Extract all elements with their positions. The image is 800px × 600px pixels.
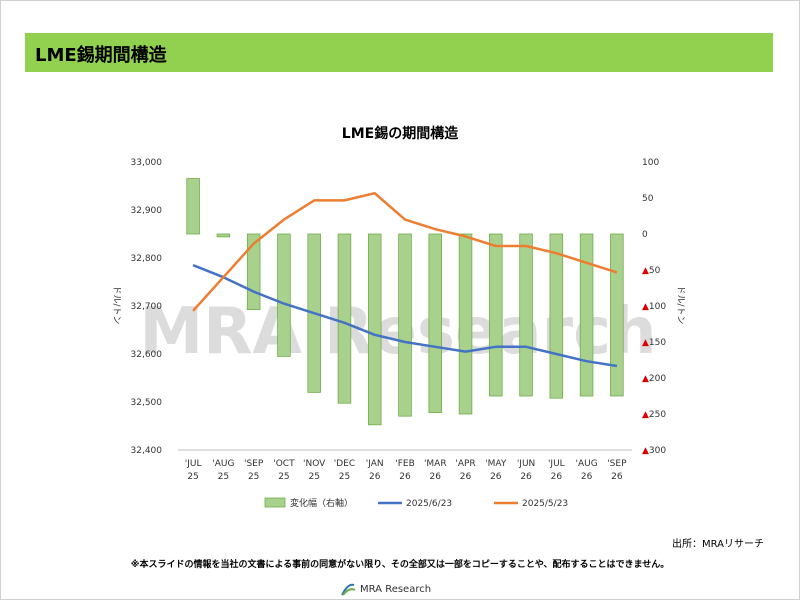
bar-9 bbox=[458, 233, 473, 415]
x-tick-label: 'DEC 25 bbox=[334, 459, 355, 482]
x-tick-label: 'AUG 26 bbox=[575, 459, 597, 482]
bar-13 bbox=[579, 233, 594, 397]
right-tick-label: ▲150 bbox=[642, 338, 666, 348]
bar-10 bbox=[489, 233, 503, 397]
bar-0 bbox=[186, 178, 200, 235]
logo-text: MRA Research bbox=[360, 583, 432, 595]
watermark: MRA Research bbox=[139, 295, 656, 369]
source-note: 出所：MRAリサーチ bbox=[671, 539, 764, 550]
legend-label-series-0: 2025/6/23 bbox=[406, 499, 452, 509]
x-ticks: 'JUL 25 'AUG 25 'SEP 25 'OCT 25 'NOV 25 'DEC 25 'JAN… bbox=[185, 459, 627, 482]
header-bar: LME錫期間構造 bbox=[25, 33, 773, 72]
right-ticks: 100 50 0 ▲50 ▲100 ▲150 ▲200 ▲250 ▲300 bbox=[642, 158, 666, 456]
bar-8 bbox=[428, 233, 443, 413]
lines-layer bbox=[192, 191, 618, 368]
x-tick-label: 'SEP 26 bbox=[607, 459, 627, 482]
left-tick-label: 32,600 bbox=[131, 350, 163, 360]
left-tick-label: 33,000 bbox=[131, 158, 163, 168]
right-tick-label: 100 bbox=[642, 158, 659, 168]
x-tick-label: 'NOV 25 bbox=[303, 459, 326, 482]
x-tick-label: 'JUL 26 bbox=[548, 459, 565, 482]
x-tick-label: 'AUG 25 bbox=[212, 459, 234, 482]
right-tick-label: 0 bbox=[642, 230, 648, 240]
right-tick-label: ▲250 bbox=[642, 410, 666, 420]
left-tick-label: 32,700 bbox=[131, 302, 163, 312]
legend-swatch-bars bbox=[264, 497, 286, 508]
left-ticks: 32,400 32,500 32,600 32,700 32,800 32,900 33,0… bbox=[131, 158, 163, 456]
right-tick-label: ▲50 bbox=[642, 266, 661, 276]
y-axis-right-label: ドル/トン bbox=[675, 285, 685, 324]
bar-12 bbox=[549, 233, 564, 399]
page-title: LME錫期間構造 bbox=[35, 45, 167, 66]
legend-label-bars: 変化幅（右軸） bbox=[290, 497, 353, 509]
y-axis-left-label: ドル/トン bbox=[111, 285, 121, 324]
x-tick-label: 'APR 26 bbox=[455, 459, 475, 482]
copyright-notice: ※本スライドの情報を当社の文書による事前の同意がない限り、その全部又は一部をコピ… bbox=[130, 560, 670, 570]
right-tick-label: ▲100 bbox=[642, 302, 666, 312]
left-tick-label: 32,500 bbox=[131, 398, 163, 408]
x-tick-label: 'JUN 26 bbox=[517, 459, 535, 482]
logo: MRA Research bbox=[340, 580, 431, 598]
right-tick-label: ▲200 bbox=[642, 374, 666, 384]
series-line-0 bbox=[192, 264, 618, 368]
x-tick-label: 'OCT 25 bbox=[273, 459, 295, 482]
logo-icon bbox=[341, 583, 356, 596]
bars-layer bbox=[178, 178, 632, 451]
x-tick-label: 'SEP 25 bbox=[244, 459, 264, 482]
legend-label-series-1: 2025/5/23 bbox=[522, 499, 568, 509]
series-line-1 bbox=[192, 191, 618, 312]
left-tick-label: 32,900 bbox=[131, 206, 163, 216]
bar-11 bbox=[519, 233, 533, 397]
right-tick-label: 50 bbox=[642, 194, 654, 204]
x-tick-label: 'JAN 26 bbox=[366, 459, 384, 482]
bar-7 bbox=[398, 233, 412, 417]
x-tick-label: 'FEB 26 bbox=[395, 459, 415, 482]
bar-3 bbox=[277, 233, 291, 357]
bar-1 bbox=[216, 233, 231, 238]
left-tick-label: 32,800 bbox=[131, 254, 163, 264]
x-tick-label: 'MAR 26 bbox=[424, 459, 447, 482]
left-tick-label: 32,400 bbox=[131, 446, 163, 456]
x-tick-label: 'MAY 26 bbox=[485, 459, 507, 482]
legend: 変化幅（右軸） 2025/6/23 2025/5/23 bbox=[264, 497, 568, 509]
x-tick-label: 'JUL 25 bbox=[185, 459, 202, 482]
bar-6 bbox=[367, 233, 382, 426]
bar-14 bbox=[610, 233, 624, 397]
chart-title: LME錫の期間構造 bbox=[342, 125, 458, 142]
bar-5 bbox=[337, 233, 352, 404]
right-tick-label: ▲300 bbox=[642, 446, 666, 456]
